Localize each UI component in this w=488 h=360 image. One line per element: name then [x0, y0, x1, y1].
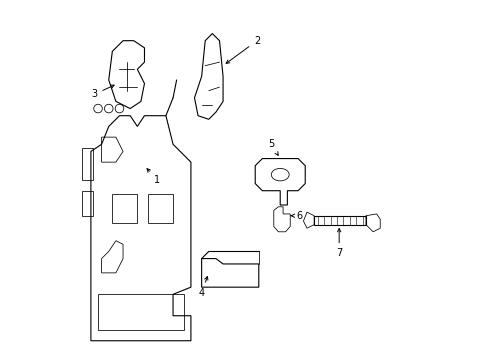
Text: 6: 6: [290, 211, 302, 221]
Text: 4: 4: [198, 276, 207, 297]
Text: 3: 3: [91, 85, 114, 99]
Text: 2: 2: [226, 36, 260, 63]
Text: 1: 1: [147, 168, 160, 185]
Text: 5: 5: [267, 139, 278, 155]
Text: 7: 7: [335, 229, 342, 258]
